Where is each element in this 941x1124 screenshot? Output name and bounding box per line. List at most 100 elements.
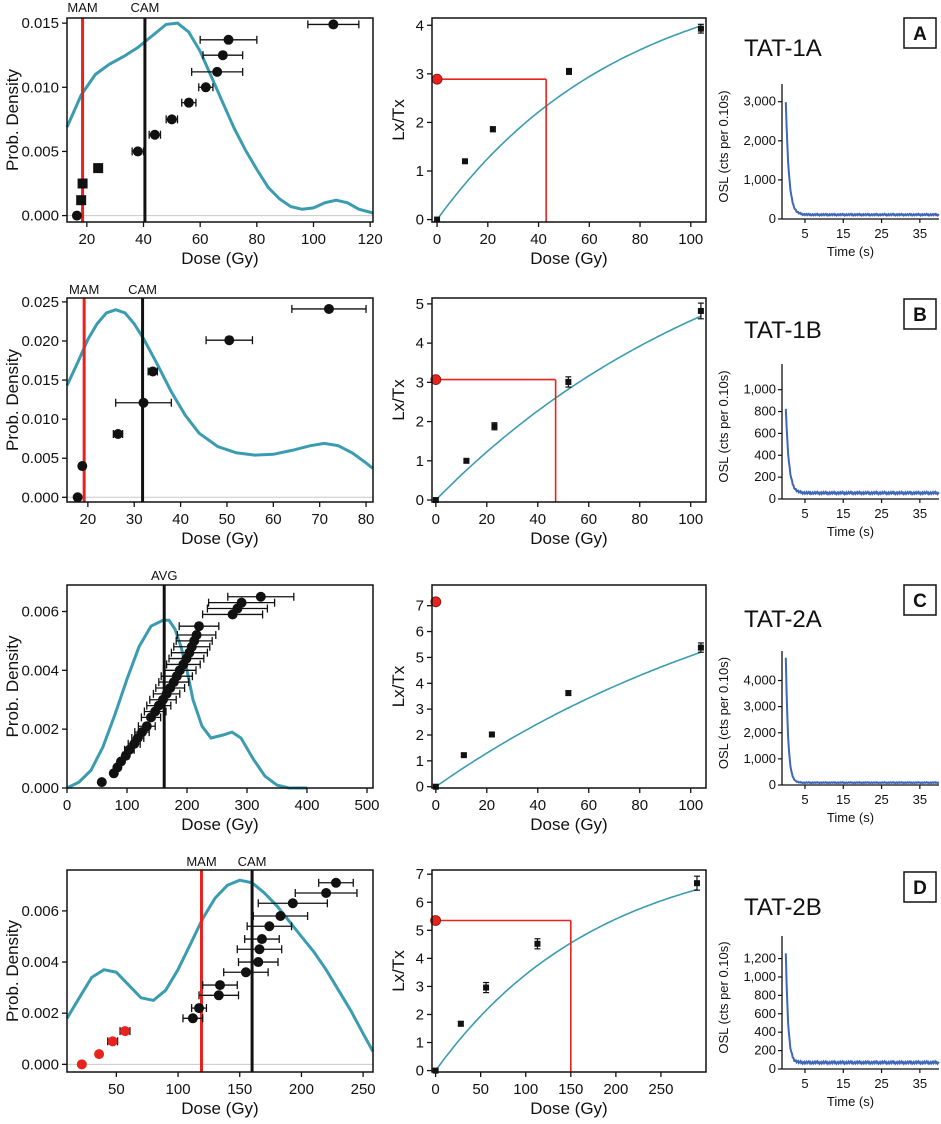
- regen-point: [697, 307, 704, 314]
- y-tick-label: 1: [416, 753, 424, 770]
- y-tick-label: 4,000: [743, 673, 776, 688]
- x-tick-label: 60: [580, 511, 597, 528]
- x-tick-label: 80: [631, 511, 648, 528]
- osl-decay-curve: [784, 408, 940, 496]
- data-point: [132, 146, 143, 157]
- data-point: [200, 82, 211, 93]
- dose-distribution-plot: MAM CAM 50 100 150 200 250 0.000 0.002 0.004 0.006…: [3, 854, 376, 1118]
- natural-signal-point: [430, 596, 442, 608]
- y-tick-label: 0: [416, 779, 424, 796]
- x-tick-label: 500: [354, 797, 379, 814]
- y-tick-label: 3,000: [743, 699, 776, 714]
- y-tick-label: 0: [416, 212, 424, 229]
- data-point: [96, 777, 107, 788]
- y-tick-label: 3: [416, 374, 424, 391]
- data-point: [253, 957, 264, 968]
- data-point: [194, 1003, 205, 1014]
- y-tick-label: 0: [416, 1063, 424, 1080]
- sample-id: TAT-2B: [744, 894, 822, 921]
- x-axis-label: Dose (Gy): [530, 815, 607, 834]
- data-point: [138, 397, 149, 408]
- data-point: [72, 492, 83, 503]
- x-tick-label: 0: [432, 511, 440, 528]
- y-tick-label: 4: [416, 17, 424, 34]
- y-tick-label: 0: [769, 777, 776, 792]
- y-axis-label: Lx/Tx: [389, 950, 408, 992]
- y-tick-label: 4: [416, 335, 424, 352]
- x-tick-label: 40: [529, 797, 546, 814]
- y-tick-label: 5: [416, 296, 424, 313]
- y-axis-label: OSL (cts per 0.10s): [716, 657, 731, 769]
- x-tick-label: 15: [836, 792, 850, 807]
- y-tick-label: 600: [754, 1006, 776, 1021]
- regen-point: [432, 497, 439, 504]
- regen-point: [693, 880, 700, 887]
- y-tick-label: 0.000: [21, 1056, 59, 1073]
- y-axis-label: Prob. Density: [3, 68, 22, 171]
- x-tick-label: 100: [166, 1081, 191, 1098]
- x-tick-label: 40: [172, 511, 189, 528]
- data-point: [287, 898, 298, 909]
- panel-label-box: [903, 298, 937, 330]
- data-point: [187, 1013, 198, 1024]
- natural-signal-point: [431, 73, 443, 85]
- y-tick-label: 200: [754, 469, 776, 484]
- y-tick-label: 3: [416, 978, 424, 995]
- y-tick-label: 7: [416, 598, 424, 615]
- data-point: [141, 721, 152, 732]
- data-point: [183, 97, 194, 108]
- y-tick-label: 800: [754, 404, 776, 419]
- y-axis-label: Lx/Tx: [389, 379, 408, 421]
- y-tick-label: 3,000: [743, 94, 776, 109]
- data-point: [240, 967, 251, 978]
- x-tick-label: 0: [433, 231, 441, 248]
- x-tick-label: 60: [581, 231, 598, 248]
- x-tick-label: 35: [913, 1076, 927, 1091]
- vline-label-cam: CAM: [130, 0, 159, 15]
- x-tick-label: 100: [678, 231, 703, 248]
- x-tick-label: 200: [603, 1081, 628, 1098]
- fit-curve: [435, 651, 702, 788]
- y-tick-label: 2: [416, 414, 424, 431]
- x-tick-label: 250: [351, 1081, 376, 1098]
- x-tick-label: 15: [836, 226, 850, 241]
- plot-frame: [66, 17, 374, 223]
- plot-frame: [66, 584, 374, 789]
- vline-label-mam: MAM: [186, 854, 216, 869]
- data-point: [119, 1026, 130, 1037]
- data-point: [113, 429, 123, 439]
- panel-label: A: [913, 24, 927, 45]
- x-tick-label: 100: [678, 511, 703, 528]
- dose-distribution-plot: AVG 0 100 200 300 400 500 0.000 0.002 0.004 0.006 D…: [3, 568, 380, 834]
- x-axis-label: Time (s): [827, 244, 874, 259]
- y-tick-label: 1,000: [743, 969, 776, 984]
- y-tick-label: 2: [416, 1006, 424, 1023]
- panel-label: B: [913, 305, 927, 326]
- y-tick-label: 200: [754, 1043, 776, 1058]
- x-axis-label: Dose (Gy): [181, 529, 258, 548]
- x-axis-label: Dose (Gy): [181, 249, 258, 268]
- regen-point: [565, 378, 572, 385]
- data-point: [275, 911, 286, 922]
- x-tick-label: 100: [513, 1081, 538, 1098]
- plot-frame: [431, 869, 707, 1073]
- x-tick-label: 25: [874, 506, 888, 521]
- y-tick-label: 1,000: [743, 172, 776, 187]
- y-tick-label: 0.006: [21, 903, 59, 920]
- y-tick-label: 2: [416, 114, 424, 131]
- data-point-square: [76, 195, 87, 206]
- x-tick-label: 100: [301, 231, 326, 248]
- data-point: [224, 335, 235, 346]
- x-tick-label: 50: [108, 1081, 125, 1098]
- x-tick-label: 25: [874, 226, 888, 241]
- x-tick-label: 300: [234, 797, 259, 814]
- x-tick-label: 15: [836, 1076, 850, 1091]
- vline-label-cam: CAM: [238, 854, 267, 869]
- x-tick-label: 30: [126, 511, 143, 528]
- regen-point: [566, 68, 572, 75]
- regen-point: [697, 644, 704, 651]
- osl-decay-plot: 5 15 25 35 0 1,000 2,000 3,000 4,000 Time (s) OSL …: [716, 651, 940, 825]
